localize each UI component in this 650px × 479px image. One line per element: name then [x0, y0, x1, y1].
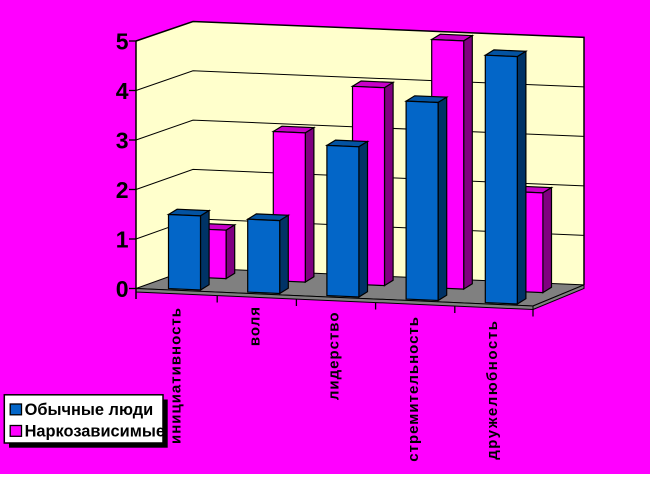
svg-text:стремительность: стремительность	[405, 316, 422, 462]
svg-text:инициативность: инициативность	[167, 307, 184, 444]
svg-text:4: 4	[116, 78, 129, 104]
svg-text:2: 2	[116, 177, 129, 203]
svg-text:Обычные люди: Обычные люди	[25, 401, 154, 419]
svg-text:1: 1	[116, 226, 129, 252]
svg-text:5: 5	[116, 28, 129, 54]
svg-text:воля: воля	[247, 306, 264, 346]
svg-text:лидерство: лидерство	[326, 312, 343, 401]
svg-text:3: 3	[116, 127, 129, 153]
svg-text:0: 0	[116, 276, 129, 302]
svg-text:дружелюбность: дружелюбность	[484, 320, 501, 460]
svg-text:Наркозависимые: Наркозависимые	[25, 423, 165, 441]
